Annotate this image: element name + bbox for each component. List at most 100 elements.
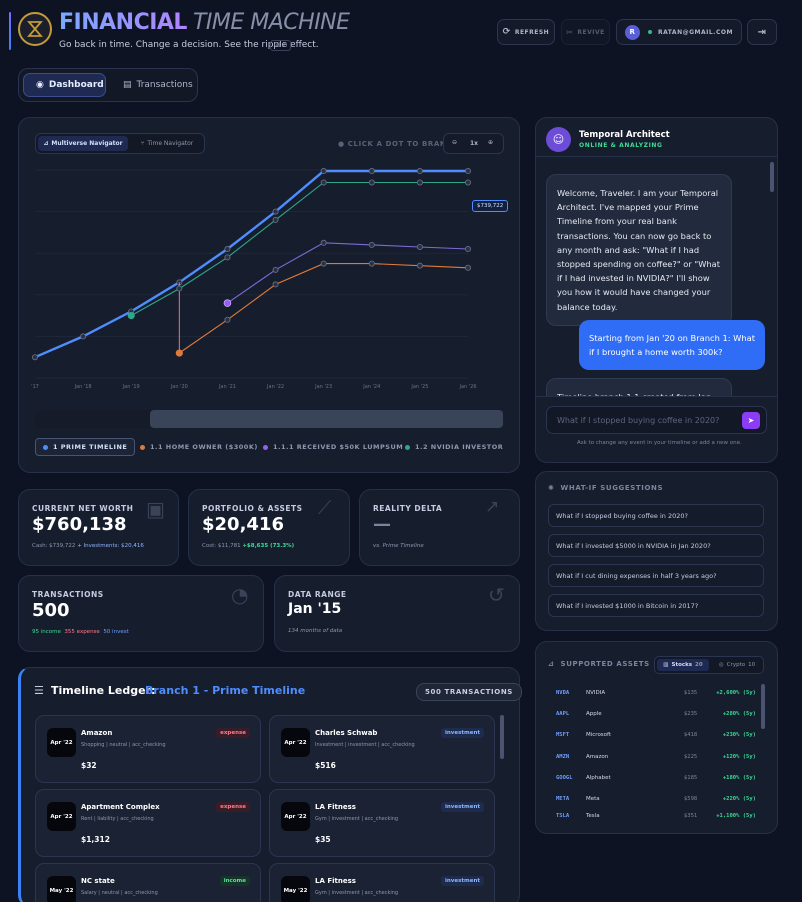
legend-home-owner[interactable]: 1.1 HOME OWNER ($300K)	[140, 443, 258, 451]
series-line	[130, 181, 468, 317]
ledger-item[interactable]: Apr '22 LA Fitness Gym | investment | ac…	[269, 789, 495, 857]
reality-delta-value: —	[373, 514, 391, 535]
sparkle-icon: ✺	[548, 484, 555, 492]
ledger-item[interactable]: May '22 LA Fitness Gym | investment | ac…	[269, 863, 495, 902]
x-tick-label: '17	[31, 384, 39, 390]
suggestion-item[interactable]: What if I stopped buying coffee in 2020?	[548, 504, 764, 527]
reality-delta-card	[359, 489, 520, 566]
data-point[interactable]	[224, 316, 231, 323]
data-point[interactable]	[175, 349, 183, 357]
data-point[interactable]	[224, 246, 231, 253]
branch-icon: ⑂	[140, 140, 145, 147]
timeline-scroll-track[interactable]	[35, 410, 503, 428]
x-tick-label: Jan '22	[266, 384, 284, 390]
ledger-date: Apr '22	[281, 802, 310, 831]
data-point[interactable]	[176, 285, 183, 292]
header-accent-bar	[9, 12, 11, 50]
data-point[interactable]	[416, 179, 423, 186]
data-point[interactable]	[320, 179, 327, 186]
data-point[interactable]	[32, 354, 38, 361]
ledger-item[interactable]: Apr '22 Charles Schwab Investment | inve…	[269, 715, 495, 783]
legend-prime-timeline[interactable]: 1 PRIME TIMELINE	[35, 438, 136, 456]
refresh-button[interactable]: ⟳ REFRESH	[497, 19, 555, 45]
data-point[interactable]	[368, 168, 375, 175]
data-point[interactable]	[368, 241, 375, 248]
data-point[interactable]	[272, 266, 279, 273]
suggestion-item[interactable]: What if I cut dining expenses in half 3 …	[548, 564, 764, 587]
net-worth-label: CURRENT NET WORTH	[32, 504, 134, 513]
reality-delta-label: REALITY DELTA	[373, 504, 443, 513]
data-point[interactable]	[464, 246, 471, 253]
coin-icon: ◎	[718, 662, 724, 668]
asset-row[interactable]: GOOGL Alphabet $185 +180% (5y)	[556, 775, 756, 781]
data-point[interactable]	[464, 179, 471, 186]
tab-transactions[interactable]: ▤ Transactions	[123, 80, 193, 90]
chat-messages[interactable]: Welcome, Traveler. I am your Temporal Ar…	[537, 157, 776, 397]
data-point[interactable]	[416, 262, 423, 269]
asset-row[interactable]: META Meta $598 +220% (5y)	[556, 796, 756, 802]
logo-icon	[18, 12, 52, 46]
asset-type-toggle: ▥ Stocks 20 ◎ Crypto 10	[654, 656, 764, 674]
asset-row[interactable]: NVDA NVIDIA $135 +2,600% (5y)	[556, 690, 756, 696]
user-menu[interactable]: R RATAN@GMAIL.COM	[616, 19, 742, 45]
ledger-name: Apartment Complex	[81, 803, 160, 811]
data-point[interactable]	[464, 168, 471, 175]
ledger-name: LA Fitness	[315, 803, 356, 811]
data-point[interactable]	[127, 312, 135, 320]
data-point[interactable]	[416, 168, 423, 175]
suggestion-item[interactable]: What if I invested $5000 in NVIDIA in Ja…	[548, 534, 764, 557]
data-point[interactable]	[368, 179, 375, 186]
user-email: RATAN@GMAIL.COM	[658, 28, 733, 36]
multiverse-navigator-button[interactable]: ⊿ Multiverse Navigator	[38, 136, 128, 151]
revive-button[interactable]: ✂ REVIVE	[561, 19, 610, 45]
ledger-item[interactable]: Apr '22 Amazon Shopping | neutral | acc_…	[35, 715, 261, 783]
stocks-tab[interactable]: ▥ Stocks 20	[657, 659, 709, 671]
list-icon: ▤	[123, 80, 132, 90]
ledger-scrollbar[interactable]	[500, 715, 504, 759]
data-point[interactable]	[464, 264, 471, 271]
refresh-icon: ⟳	[502, 27, 511, 37]
x-tick-label: Jan '19	[122, 384, 140, 390]
chat-input-field[interactable]: What if I stopped buying coffee in 2020?…	[546, 406, 767, 434]
ledger-item[interactable]: May '22 NC state Salary | neutral | acc_…	[35, 863, 261, 902]
data-point[interactable]	[272, 208, 279, 215]
asset-row[interactable]: TSLA Tesla $351 +1,100% (5y)	[556, 813, 756, 819]
asset-row[interactable]: AAPL Apple $235 +280% (5y)	[556, 711, 756, 717]
zoom-in-icon[interactable]: ⊕	[488, 139, 494, 146]
data-point[interactable]	[320, 239, 327, 246]
time-navigator-button[interactable]: ⑂ Time Navigator	[140, 140, 194, 147]
net-worth-cash: Cash: $739,722 + Investments: $20,416	[32, 543, 144, 549]
ledger-item[interactable]: Apr '22 Apartment Complex Rent | liabili…	[35, 789, 261, 857]
send-button[interactable]: ➤	[742, 412, 760, 429]
legend-lumpsum[interactable]: 1.1.1 RECEIVED $50K LUMPSUM	[263, 443, 403, 451]
data-point[interactable]	[416, 243, 423, 250]
net-worth-card	[18, 489, 179, 566]
data-point[interactable]	[224, 254, 231, 261]
data-point[interactable]	[320, 260, 327, 267]
x-tick-label: Jan '26	[458, 384, 476, 390]
zoom-out-icon[interactable]: ⊖	[452, 139, 458, 146]
data-point[interactable]	[272, 281, 279, 288]
asset-row[interactable]: AMZN Amazon $225 +120% (5y)	[556, 754, 756, 760]
timeline-scroll-thumb[interactable]	[150, 410, 503, 428]
chart-icon: ⊿	[43, 140, 49, 147]
ledger-date: May '22	[47, 876, 76, 902]
crypto-tab[interactable]: ◎ Crypto 10	[718, 662, 756, 668]
tab-dashboard[interactable]: ◉ Dashboard	[23, 73, 106, 97]
data-point[interactable]	[80, 333, 87, 340]
data-point[interactable]	[368, 260, 375, 267]
ledger-date: Apr '22	[281, 728, 310, 757]
logout-button[interactable]: ⇥	[747, 19, 777, 45]
chat-scrollbar[interactable]	[770, 162, 774, 192]
data-point[interactable]	[320, 168, 327, 175]
suggestion-item[interactable]: What if I invested $1000 in Bitcoin in 2…	[548, 594, 764, 617]
robot-icon: ☺	[546, 127, 571, 152]
logout-icon: ⇥	[757, 26, 767, 38]
data-point[interactable]	[272, 216, 279, 223]
branch-start-point	[223, 299, 232, 307]
assets-scrollbar[interactable]	[761, 684, 765, 729]
asset-row[interactable]: MSFT Microsoft $418 +230% (5y)	[556, 732, 756, 738]
timeline-chart[interactable]: '17 Jan '18 Jan '19 Jan '20 Jan '21 Jan '22 Ja…	[30, 160, 510, 400]
legend-nvidia[interactable]: 1.2 NVIDIA INVESTOR	[405, 443, 503, 451]
ledger-tag: investment	[440, 728, 484, 738]
